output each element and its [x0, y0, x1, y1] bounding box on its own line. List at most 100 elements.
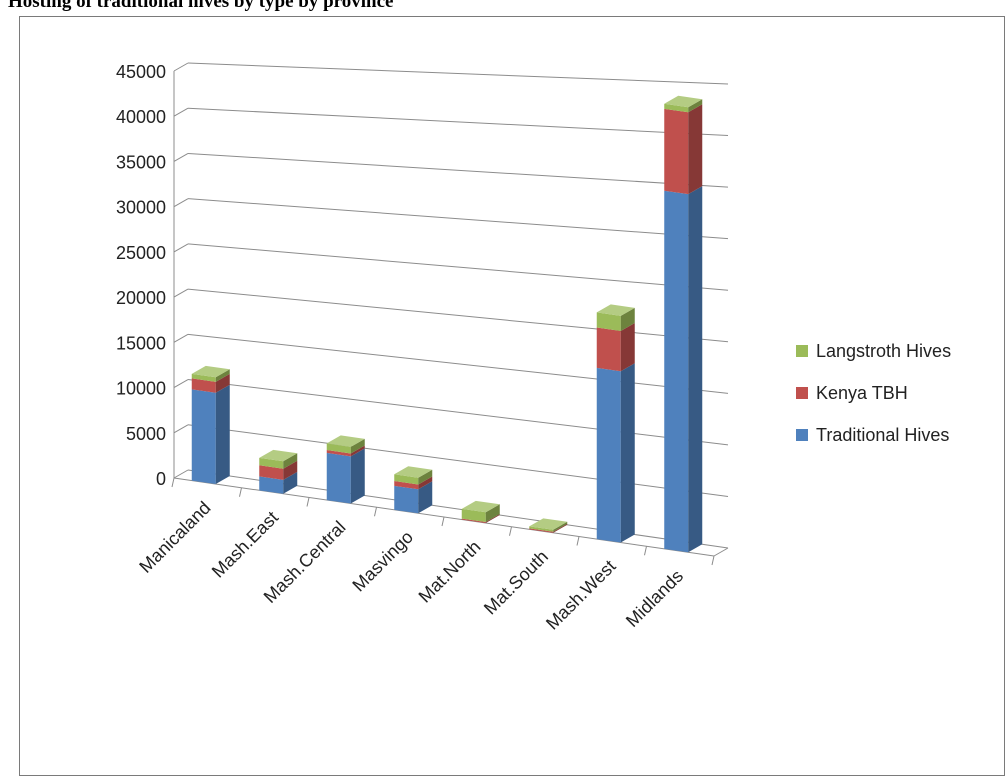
bar-segment-side — [283, 453, 298, 469]
legend-item-langstroth: Langstroth Hives — [796, 330, 951, 372]
bar-segment-front — [664, 103, 689, 113]
bar-segment-front — [326, 452, 351, 504]
x-category-label: Mat.North — [415, 537, 485, 607]
x-category-label: Midlands — [622, 566, 687, 631]
bar-segment-front — [664, 108, 689, 195]
bar-segment-front — [191, 389, 216, 485]
bar-segment-side — [350, 448, 365, 504]
x-category-label: Mash.Central — [260, 517, 350, 607]
bar-segment-front — [394, 474, 419, 485]
gridline — [187, 152, 729, 188]
bar-segment-side — [553, 523, 568, 533]
bar-top-face — [529, 518, 568, 530]
chart-legend: Langstroth Hives Kenya TBH Traditional H… — [796, 330, 951, 456]
gridline-side — [173, 107, 189, 117]
bar-segment-side — [553, 521, 568, 532]
bar-segment-front — [596, 327, 621, 372]
gridline-side — [173, 243, 189, 253]
bar-top-face — [326, 435, 365, 447]
bar-segment-side — [418, 476, 433, 490]
y-tick-label: 35000 — [116, 152, 166, 172]
bar-segment-side — [350, 438, 365, 454]
bar-segment-front — [529, 526, 554, 532]
bar-segment-side — [283, 471, 298, 494]
x-tick — [711, 555, 715, 566]
grid-layer — [171, 62, 729, 566]
gridline-side — [173, 198, 189, 208]
gridline-side — [173, 288, 189, 298]
y-tick-label: 25000 — [116, 243, 166, 263]
bar-segment-front — [394, 485, 419, 514]
bar-segment-side — [418, 481, 433, 514]
bar-segment-side — [215, 373, 230, 393]
bar-segment-front — [461, 508, 486, 523]
x-tick — [441, 516, 445, 527]
bar-top-face — [259, 449, 298, 462]
gridline-side — [173, 424, 189, 434]
bar-segment-front — [326, 450, 351, 457]
y-tick-label: 30000 — [116, 198, 166, 218]
bar-segment-side — [485, 504, 500, 523]
legend-item-kenya-tbh: Kenya TBH — [796, 372, 951, 414]
legend-label-langstroth: Langstroth Hives — [816, 340, 952, 361]
bar-segment-side — [350, 445, 365, 457]
bar-top-face — [394, 466, 433, 478]
y-tick-label: 10000 — [116, 379, 166, 399]
bar-segment-front — [191, 378, 216, 393]
bar-segment-side — [620, 363, 635, 543]
gridline — [187, 198, 729, 240]
bar-segment-front — [326, 443, 351, 454]
legend-item-traditional: Traditional Hives — [796, 414, 951, 456]
bar-segment-front — [664, 190, 689, 553]
y-tick-label: 15000 — [116, 333, 166, 353]
x-category-label: Mash.East — [208, 507, 282, 581]
gridline-side — [173, 153, 189, 162]
x-category-label: Masvingo — [348, 527, 417, 596]
bar-segment-front — [259, 465, 284, 480]
x-tick — [509, 526, 512, 536]
x-tick — [239, 487, 242, 497]
bar-top-face — [664, 95, 703, 108]
legend-label-traditional: Traditional Hives — [816, 424, 950, 445]
bar-segment-front — [596, 312, 621, 331]
x-tick — [306, 497, 310, 507]
x-tick — [644, 546, 647, 556]
bar-segment-side — [620, 307, 635, 331]
bar-segment-side — [688, 104, 703, 195]
bar-top-face — [461, 500, 500, 513]
bar-segment-side — [418, 469, 433, 485]
y-tick-label: 0 — [156, 469, 166, 489]
gridline — [187, 243, 729, 291]
bar-segment-front — [596, 367, 621, 543]
gridline — [187, 424, 729, 497]
y-tick-label: 45000 — [116, 62, 166, 82]
bar-segment-side — [485, 514, 500, 524]
bar-segment-side — [688, 186, 703, 553]
x-category-label: Mash.West — [542, 556, 620, 634]
x-tick — [171, 477, 175, 488]
gridline — [187, 379, 729, 446]
bar-segment-front — [259, 476, 284, 494]
gridline-side — [173, 62, 189, 72]
bar-top-face — [191, 365, 230, 378]
bars-layer — [191, 95, 703, 553]
legend-swatch-kenya-tbh — [796, 387, 808, 399]
gridline-side — [173, 333, 189, 343]
gridline-side — [173, 379, 189, 388]
bar-top-face — [596, 304, 635, 316]
gridline — [187, 107, 729, 137]
x-tick — [576, 536, 580, 546]
y-tick-label: 20000 — [116, 288, 166, 308]
bar-segment-side — [688, 99, 703, 113]
x-tick — [374, 507, 377, 517]
bar-segment-front — [461, 518, 486, 524]
bar-segment-side — [215, 384, 230, 485]
gridline — [187, 288, 729, 343]
gridline-side — [173, 469, 189, 479]
bar-segment-front — [259, 457, 284, 469]
y-tick-label: 5000 — [126, 424, 166, 444]
x-category-label: Manicaland — [135, 498, 214, 577]
bar-segment-side — [283, 460, 298, 480]
bar-segment-front — [529, 528, 554, 533]
legend-swatch-traditional — [796, 429, 808, 441]
